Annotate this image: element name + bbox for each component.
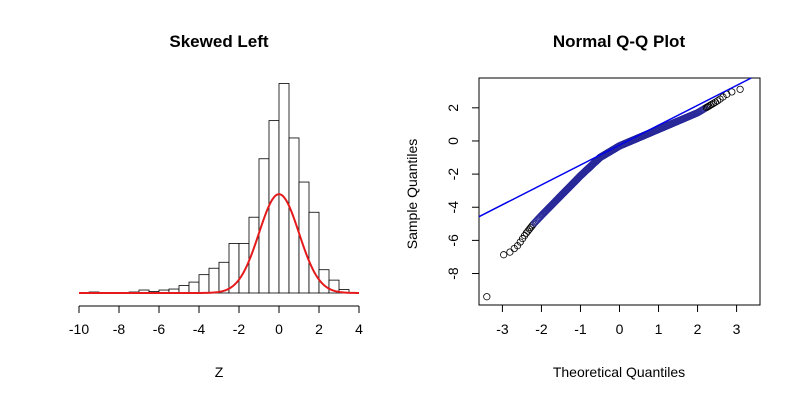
histogram-x-tick-label: -6 (153, 321, 166, 337)
histogram-bar (178, 285, 190, 294)
qq-point (719, 93, 727, 101)
histogram-x-tick-label: -2 (233, 321, 246, 337)
qq-y-tick-label: -8 (445, 267, 461, 280)
histogram-bar (208, 267, 220, 294)
histogram-bar (238, 243, 250, 294)
qq-y-tick-label: -6 (445, 234, 461, 247)
qq-x-ticks: -3 -2 -1 0 1 2 3 (496, 305, 741, 337)
histogram-x-tick-label: -4 (193, 321, 206, 337)
qq-point (520, 232, 529, 240)
qq-point (728, 88, 736, 96)
qq-plot-points (483, 85, 744, 301)
qq-y-ticks: -8 -6 -4 -2 0 2 (445, 104, 479, 280)
histogram-bars (88, 83, 350, 294)
qq-point (513, 242, 522, 250)
normal-density-curve (79, 193, 360, 294)
qq-plot-title: Normal Q-Q Plot (553, 32, 686, 51)
qq-y-tick-label: 0 (445, 137, 461, 145)
qq-y-axis-label: Sample Quantiles (404, 139, 420, 250)
histogram-x-axis-label: Z (215, 364, 224, 380)
qq-plot-frame (478, 77, 761, 306)
histogram-x-tick-label: 4 (355, 321, 363, 337)
qq-point (500, 251, 508, 259)
qq-x-axis-label: Theoretical Quantiles (553, 364, 685, 380)
qq-point (506, 248, 514, 256)
histogram-x-tick-label: -8 (113, 321, 126, 337)
histogram-bar (288, 137, 300, 294)
qq-point (736, 85, 744, 93)
qq-x-tick-label: 2 (694, 321, 702, 337)
histogram-title: Skewed Left (169, 32, 269, 51)
qq-x-tick-label: 3 (733, 321, 741, 337)
histogram-bar (278, 83, 290, 294)
qq-y-tick-label: 2 (445, 104, 461, 112)
histogram-bar (198, 274, 210, 294)
qq-x-tick-label: 1 (655, 321, 663, 337)
qq-point (708, 100, 716, 108)
qq-x-tick-label: -3 (496, 321, 509, 337)
qq-plot-panel: Normal Q-Q Plot -3 -2 -1 0 1 2 3 -8 -6 -4 -2 0 2 Th… (404, 32, 761, 380)
qq-point (709, 99, 718, 107)
histogram-bar (328, 279, 340, 294)
histogram-x-ticks: -10 -8 -6 -4 -2 0 2 4 (69, 306, 363, 337)
qq-x-tick-label: -1 (574, 321, 587, 337)
histogram-bar (188, 281, 200, 294)
histogram-x-tick-label: 2 (315, 321, 323, 337)
histogram-panel: Skewed Left -10 -8 -6 -4 -2 0 2 4 Z (69, 32, 363, 380)
histogram-bar (268, 120, 280, 294)
histogram-x-tick-label: 0 (275, 321, 283, 337)
qq-point (713, 97, 722, 105)
histogram-x-tick-label: -10 (69, 321, 89, 337)
qq-reference-line (478, 77, 752, 218)
qq-x-tick-label: 0 (616, 321, 624, 337)
qq-y-tick-label: -4 (445, 201, 461, 214)
qq-point (483, 293, 491, 301)
qq-y-tick-label: -2 (445, 168, 461, 181)
histogram-bar (308, 211, 320, 294)
qq-x-tick-label: -2 (535, 321, 548, 337)
